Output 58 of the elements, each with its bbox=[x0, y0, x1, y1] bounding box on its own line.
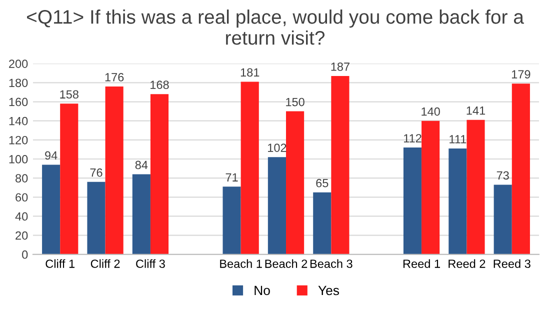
data-label: 187 bbox=[331, 62, 350, 71]
bar bbox=[268, 157, 286, 254]
bar bbox=[313, 192, 332, 254]
y-tick-label: 140 bbox=[9, 116, 28, 126]
bar bbox=[132, 174, 150, 254]
bar bbox=[240, 82, 259, 254]
data-label: 176 bbox=[105, 73, 124, 82]
data-label: 76 bbox=[90, 168, 102, 177]
bar bbox=[286, 111, 304, 254]
data-label: 84 bbox=[135, 160, 148, 170]
data-label: 94 bbox=[45, 151, 58, 160]
legend-label: Yes bbox=[318, 286, 340, 296]
bar bbox=[331, 76, 350, 254]
data-label: 168 bbox=[150, 80, 169, 90]
x-tick-label: Cliff 3 bbox=[136, 259, 165, 268]
x-tick-label: Beach 1 bbox=[220, 259, 262, 268]
bar bbox=[87, 182, 106, 254]
data-label: 150 bbox=[286, 98, 304, 106]
x-tick-label: Beach 3 bbox=[310, 259, 352, 268]
x-tick-label: Reed 2 bbox=[448, 259, 486, 268]
y-tick-label: 20 bbox=[16, 231, 28, 240]
data-label: 112 bbox=[404, 134, 422, 142]
data-label: 158 bbox=[60, 90, 78, 99]
data-label: 71 bbox=[226, 173, 238, 182]
bar bbox=[222, 186, 241, 254]
bar bbox=[512, 84, 530, 254]
y-tick-label: 180 bbox=[9, 78, 28, 88]
y-tick-label: 160 bbox=[9, 98, 28, 106]
data-label: 181 bbox=[240, 68, 260, 77]
legend-label: No bbox=[254, 286, 270, 296]
bar bbox=[105, 86, 124, 254]
y-tick-label: 200 bbox=[9, 60, 28, 68]
data-label: 65 bbox=[316, 178, 328, 188]
bar bbox=[60, 104, 78, 254]
bar bbox=[466, 120, 485, 254]
y-tick-label: 100 bbox=[9, 155, 28, 164]
x-tick-label: Beach 2 bbox=[265, 259, 308, 268]
bar bbox=[150, 94, 169, 254]
data-label: 141 bbox=[466, 106, 486, 115]
x-tick-label: Cliff 2 bbox=[90, 259, 120, 268]
bar bbox=[494, 184, 512, 254]
bar bbox=[403, 148, 422, 254]
y-tick-label: 0 bbox=[22, 250, 28, 259]
x-tick-label: Cliff 1 bbox=[46, 259, 75, 268]
data-label: 179 bbox=[512, 70, 530, 79]
data-label: 111 bbox=[450, 135, 466, 144]
y-tick-label: 40 bbox=[15, 212, 28, 221]
data-label: 140 bbox=[422, 107, 440, 116]
y-tick-label: 120 bbox=[9, 136, 28, 144]
data-label: 73 bbox=[496, 171, 509, 180]
bar bbox=[448, 148, 467, 254]
bar bbox=[422, 120, 440, 254]
y-tick-label: 80 bbox=[16, 174, 28, 182]
x-tick-label: Reed 1 bbox=[403, 259, 440, 268]
x-tick-label: Reed 3 bbox=[494, 259, 530, 268]
bar bbox=[42, 164, 60, 254]
y-tick-label: 60 bbox=[16, 193, 28, 202]
chart-title: <Q11> If this was a real place, would you come back for a return visit? bbox=[27, 10, 524, 45]
